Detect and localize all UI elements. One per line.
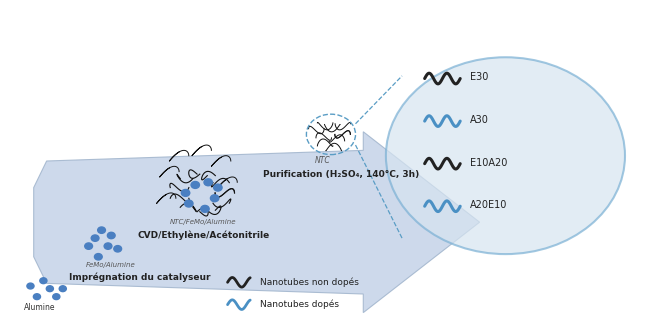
Text: Nanotubes dopés: Nanotubes dopés (260, 299, 339, 309)
Text: CVD/Ethylène/Acétonitrile: CVD/Ethylène/Acétonitrile (137, 231, 269, 240)
Circle shape (40, 278, 47, 284)
Text: Nanotubes non dopés: Nanotubes non dopés (260, 277, 359, 287)
Text: E10A20: E10A20 (470, 157, 508, 167)
Circle shape (386, 57, 625, 254)
Circle shape (46, 286, 53, 292)
Circle shape (201, 205, 209, 212)
Text: NTC/FeMo/Alumine: NTC/FeMo/Alumine (169, 219, 236, 225)
Circle shape (210, 195, 219, 202)
Text: FeMo/Alumine: FeMo/Alumine (86, 262, 135, 268)
Circle shape (107, 232, 115, 239)
Circle shape (85, 243, 93, 249)
Circle shape (53, 294, 60, 299)
Text: NTC: NTC (315, 156, 330, 166)
Circle shape (98, 227, 105, 233)
Circle shape (114, 246, 121, 252)
Circle shape (181, 189, 190, 196)
Circle shape (59, 286, 66, 292)
Circle shape (184, 200, 193, 207)
Circle shape (204, 179, 212, 186)
Text: Imprégnation du catalyseur: Imprégnation du catalyseur (69, 272, 211, 282)
Text: Alumine: Alumine (24, 303, 56, 312)
Circle shape (191, 182, 199, 188)
Circle shape (95, 253, 102, 260)
Text: Purification (H₂SO₄, 140°C, 3h): Purification (H₂SO₄, 140°C, 3h) (263, 170, 419, 179)
Circle shape (27, 283, 34, 289)
Text: A30: A30 (470, 115, 489, 125)
Circle shape (33, 294, 40, 299)
Polygon shape (34, 132, 480, 313)
Circle shape (214, 184, 222, 191)
Circle shape (104, 243, 112, 249)
Text: A20E10: A20E10 (470, 200, 508, 210)
Circle shape (92, 235, 99, 241)
Text: E30: E30 (470, 72, 488, 82)
